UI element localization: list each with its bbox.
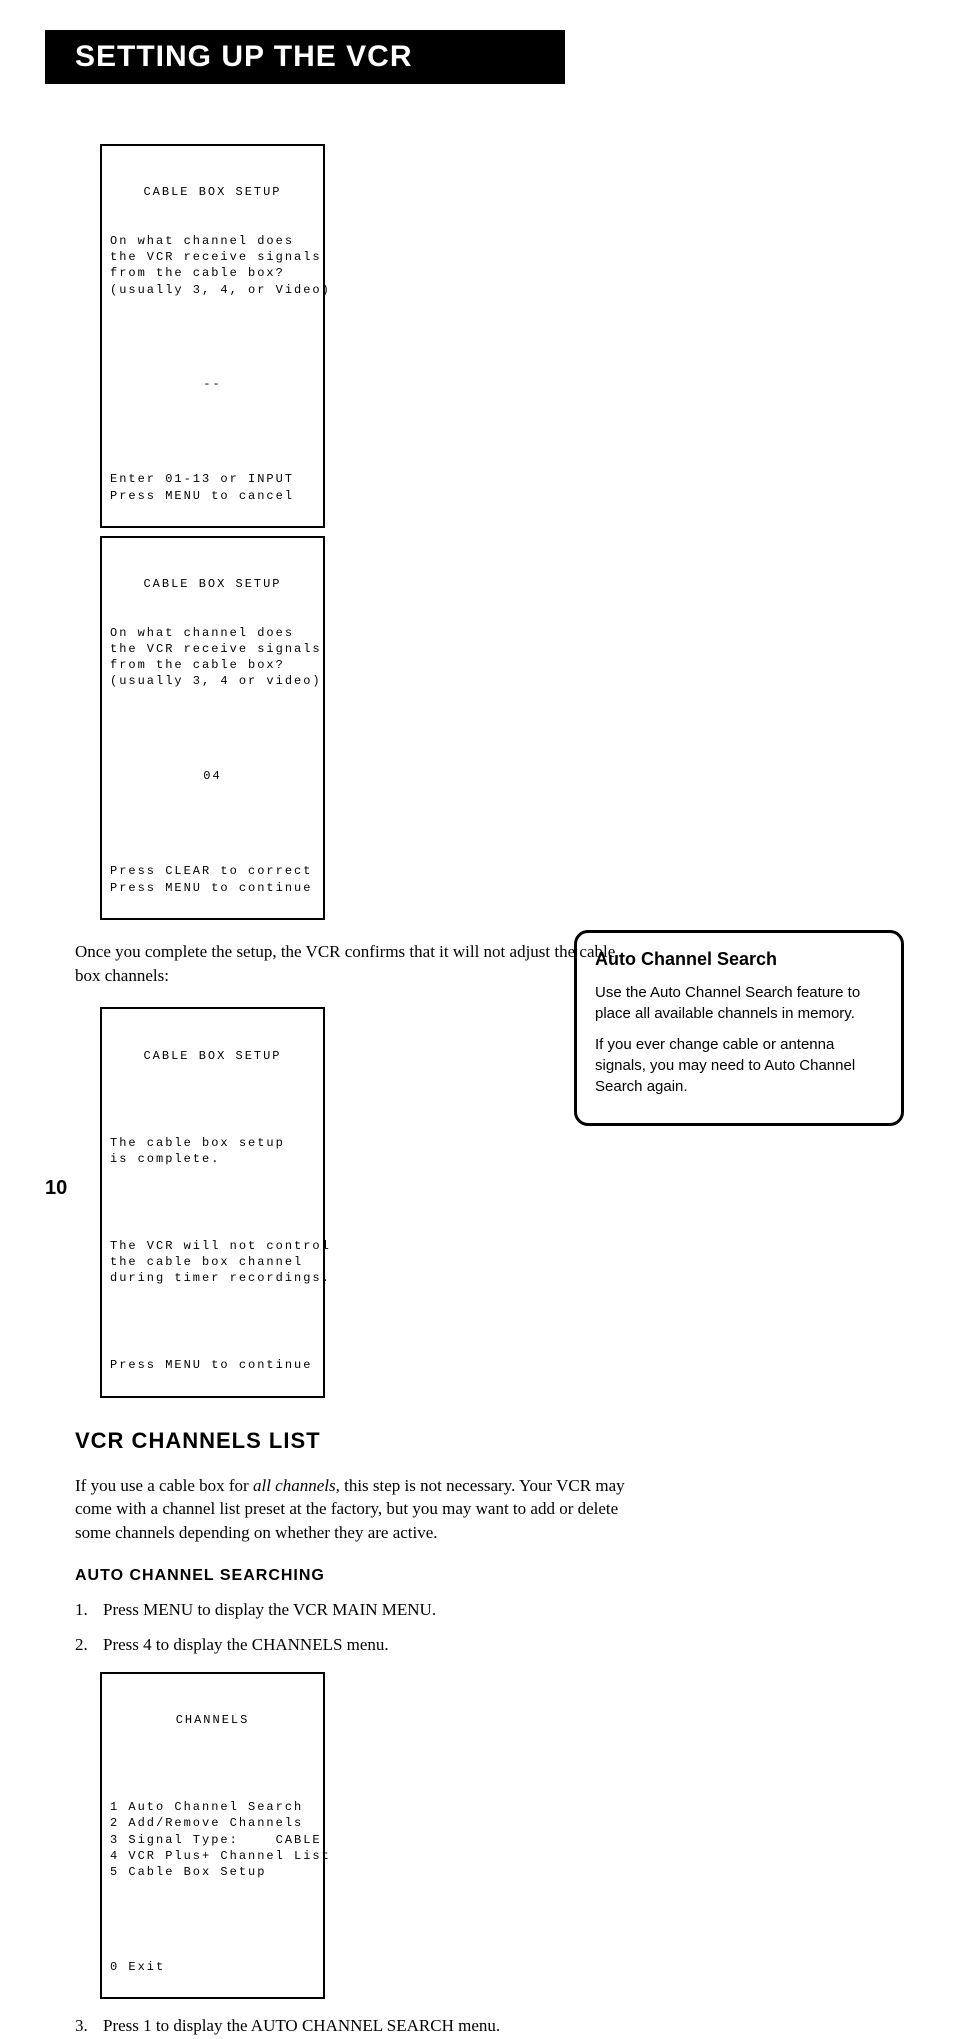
osd-body: The VCR will not control the cable box c… <box>110 1238 315 1287</box>
osd-footer: Press MENU to continue <box>110 1357 315 1373</box>
sidebar-title: Auto Channel Search <box>595 949 883 970</box>
osd-value: 04 <box>110 768 315 784</box>
osd-header: CABLE BOX SETUP <box>110 184 315 200</box>
step-1: 1. Press MENU to display the VCR MAIN ME… <box>75 1597 635 1623</box>
osd-screen-cable-setup-entered: CABLE BOX SETUP On what channel does the… <box>100 536 325 920</box>
osd-value: -- <box>110 376 315 392</box>
osd-body: The cable box setup is complete. <box>110 1135 315 1167</box>
osd-footer: Enter 01-13 or INPUT Press MENU to cance… <box>110 471 315 503</box>
osd-screen-cable-setup-complete: CABLE BOX SETUP The cable box setup is c… <box>100 1007 325 1397</box>
text: If you use a cable box for <box>75 1476 253 1495</box>
osd-body: On what channel does the VCR receive sig… <box>110 625 315 690</box>
step-text: Press 4 to display the CHANNELS menu. <box>103 1632 389 1658</box>
page-number: 10 <box>45 1177 67 1200</box>
step-2: 2. Press 4 to display the CHANNELS menu. <box>75 1632 635 1658</box>
step-text: Press MENU to display the VCR MAIN MENU. <box>103 1597 436 1623</box>
numbered-steps-continued: 3. Press 1 to display the AUTO CHANNEL S… <box>75 2013 635 2039</box>
osd-header: CABLE BOX SETUP <box>110 576 315 592</box>
body-paragraph: If you use a cable box for all channels,… <box>75 1474 635 1545</box>
page-title-bar: SETTING UP THE VCR <box>45 30 565 84</box>
osd-screen-channels-menu: CHANNELS 1 Auto Channel Search 2 Add/Rem… <box>100 1672 325 1999</box>
step-number: 2. <box>75 1632 103 1658</box>
osd-screen-cable-setup-prompt: CABLE BOX SETUP On what channel does the… <box>100 144 325 528</box>
step-3: 3. Press 1 to display the AUTO CHANNEL S… <box>75 2013 635 2039</box>
step-number: 1. <box>75 1597 103 1623</box>
italic-text: all channels, <box>253 1476 340 1495</box>
osd-body: On what channel does the VCR receive sig… <box>110 233 315 298</box>
sidebar-auto-channel-search: Auto Channel Search Use the Auto Channel… <box>574 930 904 1126</box>
osd-menu-items: 1 Auto Channel Search 2 Add/Remove Chann… <box>110 1799 315 1880</box>
body-paragraph: Once you complete the setup, the VCR con… <box>75 940 635 988</box>
osd-menu-exit: 0 Exit <box>110 1959 315 1975</box>
step-number: 3. <box>75 2013 103 2039</box>
sidebar-paragraph: If you ever change cable or antenna sign… <box>595 1034 883 1097</box>
section-heading-vcr-channels: VCR CHANNELS LIST <box>75 1428 884 1454</box>
osd-header: CHANNELS <box>110 1712 315 1728</box>
step-text: Press 1 to display the AUTO CHANNEL SEAR… <box>103 2013 500 2039</box>
numbered-steps: 1. Press MENU to display the VCR MAIN ME… <box>75 1597 635 1658</box>
sidebar-paragraph: Use the Auto Channel Search feature to p… <box>595 982 883 1024</box>
osd-header: CABLE BOX SETUP <box>110 1048 315 1064</box>
sub-heading-auto-channel-searching: AUTO CHANNEL SEARCHING <box>75 1567 884 1585</box>
osd-footer: Press CLEAR to correct Press MENU to con… <box>110 863 315 895</box>
